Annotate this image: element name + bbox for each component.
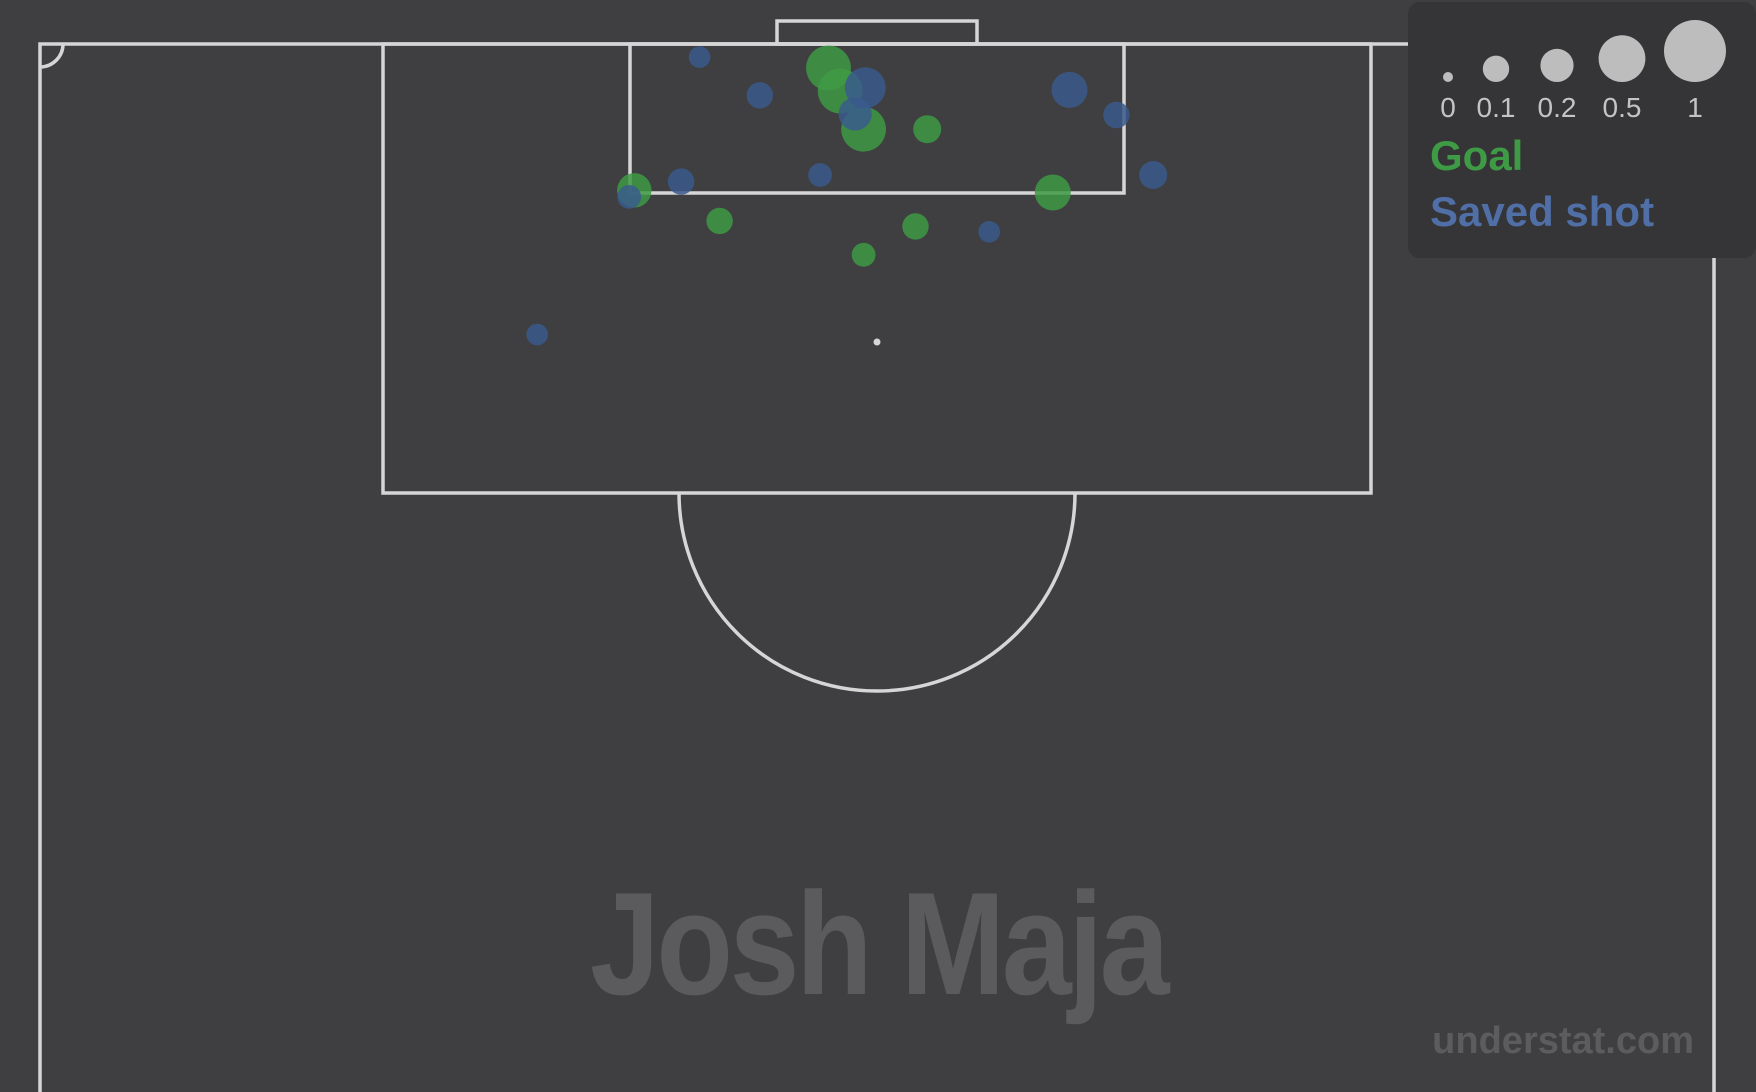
saved-shot-7 [1139,161,1168,189]
legend-size-markers [1443,20,1726,82]
goal-shot-5 [1034,174,1071,211]
legend-entry-saved-shot: Saved shot [1430,188,1655,235]
goal-shot-8 [851,242,876,267]
saved-shot-4 [838,97,872,131]
legend-size-label-2: 0.2 [1537,92,1577,123]
legend-size-label-4: 1 [1687,92,1703,123]
legend-panel: 0 0.1 0.2 0.5 1 Goal Saved shot [1408,2,1756,258]
saved-shot-5 [1103,101,1130,129]
goal-shot-6 [706,207,733,235]
legend-size-marker-1 [1482,55,1510,82]
saved-shot-3 [746,82,773,109]
saved-shot-0 [688,46,711,68]
saved-shot-6 [808,163,832,187]
legend-size-label-3: 0.5 [1602,92,1642,123]
player-name-watermark: Josh Maja [589,862,1170,1025]
goal-shot-7 [902,213,929,240]
legend-size-marker-4 [1664,20,1726,82]
saved-shot-2 [1051,71,1088,108]
site-credit: understat.com [1432,1020,1694,1062]
goal-shot-3 [913,115,942,144]
penalty-arc [677,492,1077,693]
legend-size-marker-2 [1540,48,1574,82]
legend-size-marker-0 [1443,72,1453,82]
shot-markers [526,45,1168,346]
legend-size-marker-3 [1598,35,1646,82]
corner-arc-left [39,43,65,69]
saved-shot-9 [617,185,642,209]
goal-frame [775,19,979,46]
saved-shot-11 [526,323,548,346]
penalty-spot [873,338,881,346]
legend-size-label-0: 0 [1440,92,1456,123]
saved-shot-8 [667,168,695,195]
legend-size-label-1: 0.1 [1476,92,1516,123]
saved-shot-10 [978,221,1000,243]
legend-entry-goal: Goal [1430,132,1524,179]
